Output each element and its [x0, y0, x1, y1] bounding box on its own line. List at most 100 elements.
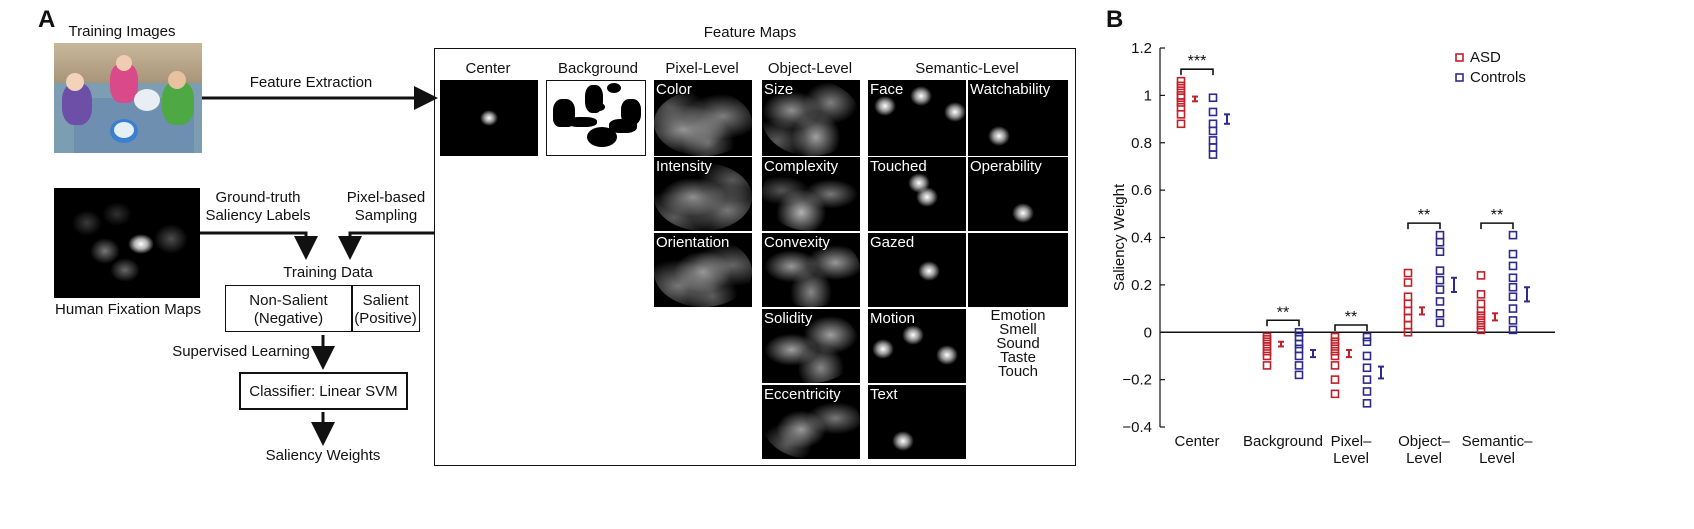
gazed-map: Gazed	[868, 233, 966, 307]
pixel-based-label-1: Pixel-based	[346, 189, 426, 206]
data-point	[1176, 98, 1186, 107]
color-map-caption: Color	[656, 81, 692, 98]
data-point	[1208, 107, 1218, 117]
category-label: Semantic–	[1462, 433, 1534, 450]
data-point	[1476, 325, 1486, 335]
category-label: Level	[1479, 450, 1515, 467]
data-point	[1176, 81, 1186, 91]
data-point	[1294, 361, 1304, 370]
data-point	[1262, 351, 1272, 361]
eccentricity-map: Eccentricity	[762, 385, 860, 459]
y-tick-label: −0.4	[1122, 419, 1152, 436]
data-point	[1330, 375, 1340, 384]
category-label: Pixel–	[1331, 433, 1373, 450]
data-point	[1294, 370, 1304, 380]
flow-arrows	[200, 86, 438, 446]
data-point	[1176, 86, 1186, 95]
category-label: Level	[1406, 450, 1442, 467]
data-point	[1508, 261, 1518, 271]
data-point	[1176, 91, 1186, 100]
feature-maps-frame	[434, 48, 1076, 466]
non-salient-label-1: Non-Salient	[249, 292, 328, 309]
operability-map: Operability	[968, 157, 1068, 231]
face-map: Face	[868, 80, 966, 156]
watchability-map-caption: Watchability	[970, 81, 1051, 98]
gazed-map-caption: Gazed	[870, 234, 915, 251]
data-point	[1476, 271, 1486, 280]
pixel-based-label-2: Sampling	[354, 207, 418, 224]
data-point	[1294, 339, 1304, 349]
data-point	[1476, 316, 1486, 325]
data-point	[1294, 327, 1304, 337]
data-point	[1176, 110, 1186, 119]
data-point	[1208, 136, 1218, 145]
legend-marker	[1455, 73, 1464, 82]
training-data-label: Training Data	[283, 264, 373, 281]
unmapped-taste: Taste	[1000, 349, 1036, 366]
data-point	[1262, 337, 1272, 347]
data-point	[1435, 247, 1445, 257]
data-point	[1262, 346, 1272, 356]
ground-truth-label-1: Ground-truth	[215, 189, 301, 206]
complexity-map: Complexity	[762, 157, 860, 231]
y-tick-label: 0	[1144, 324, 1152, 341]
y-tick-label: −0.2	[1122, 372, 1152, 389]
salient-label-1: Salient	[362, 292, 409, 309]
solidity-map-caption: Solidity	[764, 310, 813, 327]
supervised-learning-label: Supervised Learning	[172, 343, 310, 360]
data-point	[1362, 363, 1372, 373]
data-point	[1435, 285, 1445, 294]
data-point	[1330, 351, 1340, 361]
classifier-box	[239, 372, 408, 410]
data-point	[1508, 282, 1518, 292]
color-map: Color	[654, 80, 752, 156]
saliency-weights-label: Saliency Weights	[265, 447, 381, 464]
data-point	[1476, 306, 1486, 316]
significance-bracket	[1180, 68, 1214, 76]
data-point	[1176, 93, 1186, 103]
data-point	[1362, 337, 1372, 347]
data-point	[1294, 332, 1304, 342]
data-point	[1262, 335, 1272, 344]
convexity-map: Convexity	[762, 233, 860, 307]
size-map: Size	[762, 80, 860, 156]
unmapped-touch: Touch	[997, 363, 1039, 380]
unmapped-smell: Smell	[999, 321, 1037, 338]
significance-bracket	[1407, 222, 1441, 230]
legend-label: Controls	[1470, 69, 1526, 86]
data-point	[1435, 275, 1445, 285]
data-point	[1403, 268, 1413, 278]
data-point	[1508, 249, 1518, 259]
training-images-label: Training Images	[68, 23, 176, 40]
data-point	[1403, 292, 1413, 302]
data-point	[1476, 311, 1486, 320]
significance-bracket	[1266, 319, 1300, 327]
legend-label: ASD	[1470, 49, 1501, 66]
significance-marker: **	[1491, 207, 1503, 224]
data-point	[1403, 320, 1413, 330]
data-point	[1330, 361, 1340, 370]
classifier-label: Classifier: Linear SVM	[249, 383, 398, 400]
category-label: Center	[1174, 433, 1219, 450]
data-point	[1403, 313, 1413, 323]
data-point	[1435, 297, 1445, 306]
watchability-map: Watchability	[968, 80, 1068, 156]
size-map-caption: Size	[764, 81, 794, 98]
y-tick-label: 0.8	[1131, 135, 1152, 152]
category-label: Level	[1333, 450, 1369, 467]
panel-a-letter: A	[38, 6, 56, 33]
data-point	[1435, 230, 1445, 240]
background-map	[546, 80, 646, 156]
data-point	[1508, 292, 1518, 302]
unmapped-sound: Sound	[996, 335, 1040, 352]
solidity-map: Solidity	[762, 309, 860, 383]
operability-map-caption: Operability	[970, 158, 1042, 175]
human-fixation-maps-label: Human Fixation Maps	[55, 301, 201, 318]
training-data-divider	[351, 285, 353, 332]
data-point	[1330, 346, 1340, 356]
significance-marker: **	[1277, 304, 1289, 321]
data-point	[1294, 351, 1304, 361]
text-map: Text	[868, 385, 966, 459]
significance-marker: ***	[1188, 53, 1207, 70]
eccentricity-map-caption: Eccentricity	[764, 386, 841, 403]
